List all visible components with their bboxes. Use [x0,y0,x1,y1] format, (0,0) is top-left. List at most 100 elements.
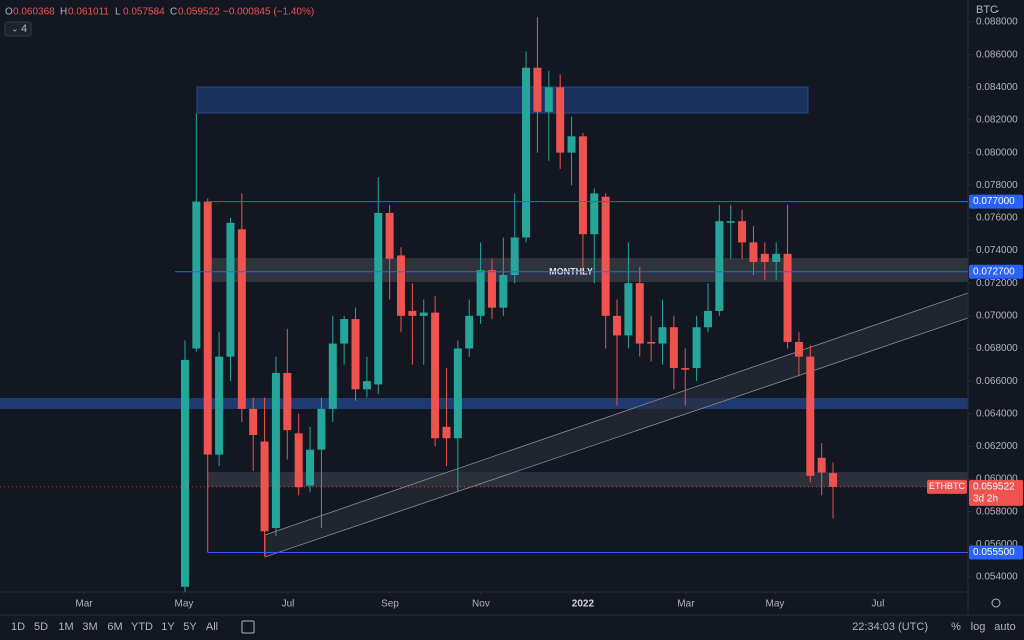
candle-body [772,253,781,262]
date-range-icon[interactable] [241,620,255,634]
current-price-label: 0.059522 [973,481,1015,492]
candle-body [271,372,280,529]
change: −0.000845 (−1.40%) [223,7,314,18]
x-tick-label: Mar [677,599,695,610]
candle-body [829,473,838,487]
y-tick-label: 0.058000 [976,506,1018,517]
scale-button[interactable]: auto [994,621,1015,633]
candle-body [817,457,826,473]
price-line-label: 0.072700 [973,266,1015,277]
price-line-badge [969,194,1023,209]
y-tick-label: 0.064000 [976,408,1018,419]
range-button[interactable]: 1Y [161,621,175,633]
ohlc-value: 0.057584 [123,7,165,18]
candle-body [340,319,349,344]
candle-body [249,408,258,435]
price-line-label: 0.077000 [973,196,1015,207]
settings-icon[interactable] [991,598,1001,608]
countdown: 3d 2h [973,493,998,504]
candle-body [362,381,371,390]
current-price-badge [969,479,1023,506]
range-button[interactable]: 1M [58,621,73,633]
candle-body [578,136,587,235]
range-button[interactable]: 5Y [183,621,197,633]
scale-button[interactable]: % [951,621,961,633]
candle-body [317,408,326,450]
candle-body [419,312,428,316]
y-tick-label: 0.054000 [976,572,1018,583]
y-tick-label: 0.062000 [976,441,1018,452]
y-tick-label: 0.066000 [976,376,1018,387]
y-tick-label: 0.076000 [976,213,1018,224]
candle-body [556,87,565,153]
ohlc-label: C [170,7,177,18]
price-line-badge [969,264,1023,279]
candle-body [328,343,337,409]
candle-body [476,270,485,316]
range-button[interactable]: 5D [34,621,48,633]
candle-body [283,372,292,431]
ohlc-label: L [115,7,121,18]
candle-body [294,433,303,488]
candle-body [192,201,201,349]
x-tick-label: Mar [75,599,93,610]
candle-body [794,341,803,357]
candle-body [635,283,644,344]
y-tick-label: 0.056000 [976,539,1018,550]
scale-button[interactable]: log [971,621,986,633]
currency[interactable]: BTC [976,4,998,16]
candle-body [431,312,440,439]
candle-body [180,359,189,587]
range-button[interactable]: 3M [82,621,97,633]
ohlc-label: H [60,7,67,18]
toolbar: 1D 5D 1M 3M 6M YTD 1Y 5Y All 22:34:03 (UTC)% log au… [11,621,1016,633]
range-button[interactable]: All [206,621,218,633]
indicator-toggle[interactable] [4,21,32,37]
y-tick-label: 0.070000 [976,310,1018,321]
candle-body [601,196,610,316]
y-tick-label: 0.088000 [976,17,1018,28]
candle-body [613,315,622,336]
symbol-badge [927,479,967,494]
candle-body [544,87,553,112]
price-line-label: 0.055500 [973,547,1015,558]
candle-body [397,255,406,316]
x-tick-label: Sep [381,599,399,610]
candle-body [510,237,519,276]
candle-body [465,315,474,349]
indicator-caret: ⌄ [11,23,19,33]
range-button[interactable]: 6M [107,621,122,633]
candle-body [590,193,599,235]
indicator-count[interactable]: 4 [21,23,27,35]
candle-body [806,356,815,476]
x-tick-label: 2022 [572,599,595,610]
candle-body [442,426,451,439]
candle-body [715,221,724,311]
candle-body [726,221,735,223]
x-tick-label: Jul [282,599,295,610]
supply-zone [196,86,809,114]
candle-body [760,253,769,262]
candle-body [669,327,678,369]
clock[interactable]: 22:34:03 (UTC) [852,621,928,633]
y-tick-label: 0.078000 [976,180,1018,191]
candle-body [692,327,701,369]
candle-body [487,270,496,308]
ohlc-value: 0.061011 [68,7,109,18]
range-button[interactable]: YTD [131,621,153,633]
candle-body [681,368,690,370]
ohlc-header: O 0.060368 H 0.061011 L 0.057584 C 0.059522 −0.0… [5,7,314,18]
candle-body [499,275,508,308]
currency-caret: ⌄ [994,5,1001,14]
y-tick-label: 0.082000 [976,115,1018,126]
candle-body [306,449,315,486]
symbol-label: ETHBTC [929,481,966,491]
candle-body [533,67,542,112]
ohlc-value: 0.059522 [178,7,220,18]
plot [180,17,838,592]
candle-body [374,213,383,385]
y-tick-label: 0.068000 [976,343,1018,354]
candle-body [453,348,462,439]
range-button[interactable]: 1D [11,621,25,633]
